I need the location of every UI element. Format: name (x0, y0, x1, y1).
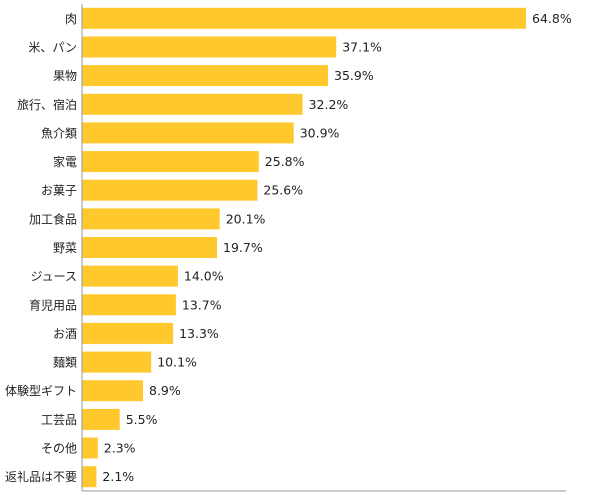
bar (82, 351, 152, 373)
value-label: 13.3% (179, 326, 219, 341)
bar (82, 294, 176, 316)
category-label: 果物 (53, 69, 77, 83)
bar (82, 437, 98, 459)
bar (82, 466, 97, 488)
bar (82, 408, 120, 430)
value-label: 64.8% (532, 11, 572, 26)
category-label: 肉 (65, 12, 77, 26)
value-label: 37.1% (342, 40, 382, 55)
bar (82, 265, 178, 287)
category-label: 育児用品 (29, 297, 77, 312)
value-label: 25.6% (263, 183, 303, 198)
value-label: 14.0% (184, 269, 224, 284)
category-label: 工芸品 (41, 413, 77, 427)
value-label: 5.5% (126, 412, 158, 427)
bar (82, 322, 174, 344)
category-label: 米、パン (28, 41, 77, 55)
value-label: 19.7% (223, 240, 263, 255)
value-label: 25.8% (265, 154, 305, 169)
category-label: お酒 (53, 327, 77, 341)
bar (82, 122, 294, 144)
bar (82, 208, 220, 230)
value-label: 2.1% (102, 469, 134, 484)
value-label: 2.3% (104, 441, 136, 456)
category-label: その他 (41, 442, 77, 456)
category-label: 返礼品は不要 (5, 469, 77, 484)
category-label: 魚介類 (41, 126, 77, 140)
bar (82, 7, 526, 29)
category-label: ジュース (30, 270, 77, 284)
bar (82, 237, 217, 258)
value-label: 8.9% (149, 383, 181, 398)
bar (82, 151, 259, 173)
bar (82, 36, 337, 58)
category-label: 旅行、宿泊 (17, 97, 77, 112)
bar (82, 93, 303, 115)
category-label: 家電 (53, 154, 77, 169)
value-label: 32.2% (309, 97, 349, 112)
value-label: 13.7% (182, 297, 222, 312)
category-label: 加工食品 (29, 211, 77, 226)
category-label: 体験型ギフト (5, 383, 77, 398)
bar (82, 65, 328, 87)
value-label: 20.1% (226, 211, 266, 226)
value-label: 10.1% (157, 355, 197, 370)
bar (82, 179, 258, 201)
category-label: 麺類 (53, 356, 77, 370)
value-label: 35.9% (334, 68, 374, 83)
category-label: お菓子 (41, 184, 77, 198)
value-label: 30.9% (300, 125, 340, 140)
category-label: 野菜 (53, 241, 77, 255)
bar (82, 380, 143, 402)
